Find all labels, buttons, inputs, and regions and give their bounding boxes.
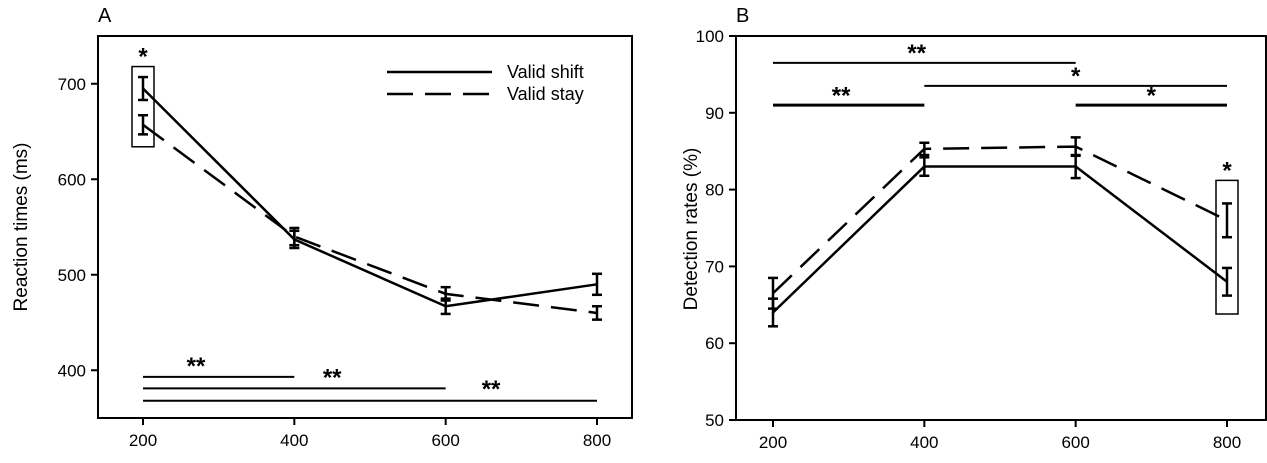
legend-a: Valid shift Valid stay — [387, 62, 584, 104]
y-tick-label-b-50: 50 — [705, 411, 724, 430]
significance-label-a-1: ** — [323, 365, 342, 392]
significance-label-b-0: ** — [907, 40, 926, 67]
series-line-a-valid-shift — [142, 87, 598, 308]
error-bar-b-valid-stay-200 — [768, 276, 778, 310]
error-bar-b-valid-stay-800 — [1222, 202, 1232, 239]
highlight-box-b — [1215, 179, 1239, 315]
significance-label-b-1: * — [1071, 63, 1081, 90]
y-ticks-b: 50 60 70 80 90 100 — [696, 27, 736, 430]
x-tick-label-a-600: 600 — [431, 431, 459, 450]
plot-frame-a — [97, 35, 633, 419]
x-tick-label-a-200: 200 — [129, 431, 157, 450]
error-bar-b-valid-stay-600 — [1070, 136, 1081, 158]
x-tick-label-b-400: 400 — [910, 433, 938, 452]
significance-label-b-3: * — [1147, 82, 1157, 109]
significance-group-a: ** ** *** — [131, 44, 597, 403]
legend-label-valid-stay: Valid stay — [507, 84, 584, 104]
series-line-b-valid-shift — [772, 165, 1228, 314]
y-tick-label-a-400: 400 — [58, 361, 86, 380]
x-ticks-b: 200 400 600 800 — [759, 420, 1241, 452]
error-bar-b-valid-shift-400 — [919, 156, 930, 178]
error-bar-b-valid-stay-400 — [919, 141, 930, 157]
y-ticks-a: 400 500 600 700 — [58, 75, 98, 380]
y-tick-label-b-80: 80 — [705, 181, 724, 200]
error-bar-a-valid-stay-600 — [440, 285, 451, 302]
x-tick-label-b-200: 200 — [759, 433, 787, 452]
error-bar-a-valid-shift-800 — [592, 272, 602, 297]
highlight-label-a: * — [138, 44, 148, 71]
error-bar-a-valid-stay-200 — [138, 114, 148, 136]
y-axis-title-a: Reaction times (ms) — [11, 143, 32, 312]
panel-label-b: B — [736, 5, 749, 27]
significance-label-b-2: ** — [832, 82, 851, 109]
y-tick-label-b-90: 90 — [705, 104, 724, 123]
legend-label-valid-shift: Valid shift — [507, 62, 584, 82]
error-bar-b-valid-shift-800 — [1222, 266, 1232, 297]
x-tick-label-b-800: 800 — [1213, 433, 1241, 452]
significance-label-a-0: ** — [187, 353, 206, 380]
y-tick-label-b-100: 100 — [696, 27, 724, 46]
x-tick-label-a-800: 800 — [583, 431, 611, 450]
highlight-box-a — [131, 65, 155, 148]
error-bar-a-valid-stay-400 — [289, 226, 300, 247]
error-bar-a-valid-shift-200 — [138, 75, 148, 102]
x-ticks-a: 200 400 600 800 — [129, 418, 611, 450]
series-group-b — [768, 136, 1232, 328]
y-tick-label-a-700: 700 — [58, 75, 86, 94]
y-tick-label-b-60: 60 — [705, 334, 724, 353]
significance-group-b: ***** ** — [773, 40, 1239, 315]
series-line-b-valid-stay — [772, 145, 1228, 295]
y-axis-title-b: Detection rates (%) — [681, 148, 702, 311]
significance-label-a-2: ** — [482, 376, 501, 403]
x-tick-label-b-600: 600 — [1061, 433, 1089, 452]
highlight-label-b: * — [1222, 157, 1232, 184]
series-group-a — [138, 75, 602, 321]
x-tick-label-a-400: 400 — [280, 431, 308, 450]
panel-b: B 50 60 70 80 90 100 200 400 600 800 Detection r… — [681, 5, 1267, 452]
panel-label-a: A — [98, 5, 112, 27]
series-line-a-valid-stay — [142, 123, 598, 315]
y-tick-label-a-500: 500 — [58, 266, 86, 285]
y-tick-label-a-600: 600 — [58, 170, 86, 189]
error-bar-a-valid-stay-800 — [592, 305, 602, 321]
panel-a: A 400 500 600 700 200 400 600 800 Reaction tim… — [11, 5, 633, 450]
y-tick-label-b-70: 70 — [705, 257, 724, 276]
plot-frame-b — [735, 35, 1267, 421]
